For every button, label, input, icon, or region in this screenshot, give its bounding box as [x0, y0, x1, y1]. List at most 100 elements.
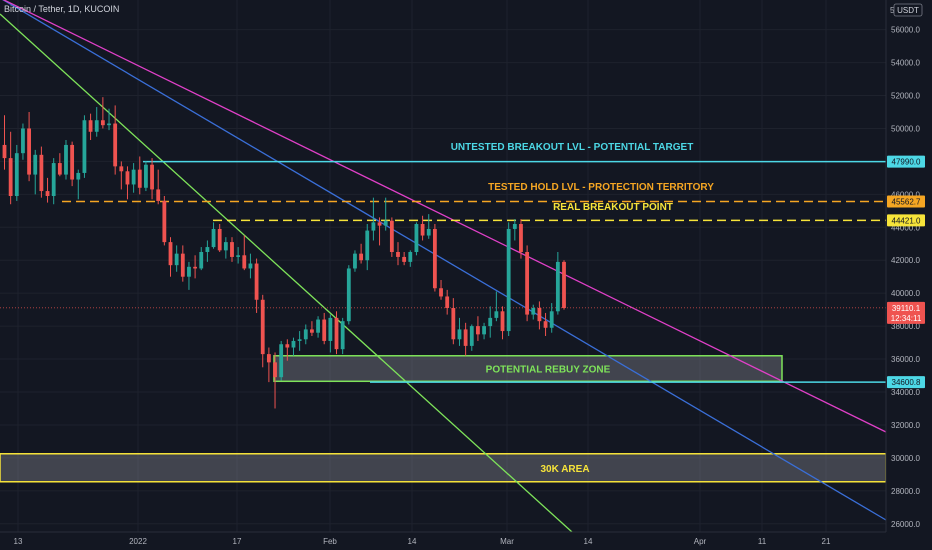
candle-82[interactable]	[506, 222, 511, 336]
candle-64[interactable]	[396, 242, 400, 266]
candle-83[interactable]	[512, 219, 517, 241]
candle-24[interactable]	[150, 158, 154, 200]
candle-25[interactable]	[156, 169, 161, 205]
candle-62[interactable]	[383, 197, 388, 231]
candle-65[interactable]	[402, 252, 407, 266]
candle-57[interactable]	[353, 250, 357, 272]
candle-78[interactable]	[482, 322, 486, 340]
candle-23[interactable]	[144, 161, 148, 192]
candle-43[interactable]	[266, 347, 271, 383]
candle-10[interactable]	[64, 140, 68, 180]
time-axis-background[interactable]	[0, 532, 932, 550]
candle-59[interactable]	[365, 224, 370, 271]
candle-75[interactable]	[463, 322, 468, 356]
candle-47[interactable]	[291, 337, 296, 356]
candle-21[interactable]	[131, 163, 136, 193]
candle-66[interactable]	[408, 250, 413, 267]
candle-18[interactable]	[113, 105, 118, 175]
candle-71[interactable]	[439, 280, 443, 300]
candle-89[interactable]	[549, 303, 554, 333]
candle-91[interactable]	[562, 260, 566, 310]
candle-34[interactable]	[211, 222, 216, 249]
candle-61[interactable]	[377, 217, 382, 246]
candle-1[interactable]	[8, 131, 13, 205]
candle-15[interactable]	[94, 107, 99, 137]
candle-37[interactable]	[230, 237, 234, 262]
candle-46[interactable]	[285, 339, 290, 361]
candle-31[interactable]	[193, 255, 198, 279]
candle-72[interactable]	[445, 289, 450, 315]
candle-70[interactable]	[432, 224, 437, 292]
candle-7[interactable]	[45, 177, 50, 203]
currency-box[interactable]	[893, 3, 923, 17]
candle-0[interactable]	[2, 115, 7, 170]
candle-69[interactable]	[426, 214, 431, 239]
candle-22[interactable]	[137, 156, 142, 195]
candle-54[interactable]	[334, 311, 339, 355]
candle-19[interactable]	[119, 161, 124, 190]
candle-67[interactable]	[414, 222, 419, 256]
candle-9[interactable]	[57, 153, 62, 177]
symbol-title[interactable]: Bitcoin / Tether, 1D, KUCOIN	[4, 4, 120, 14]
candle-35[interactable]	[217, 224, 222, 252]
candle-body	[316, 319, 320, 333]
candle-80[interactable]	[494, 291, 499, 322]
candle-38[interactable]	[236, 247, 241, 264]
candle-16[interactable]	[100, 97, 105, 129]
candle-2[interactable]	[14, 144, 19, 201]
candle-39[interactable]	[242, 235, 247, 271]
candle-8[interactable]	[51, 158, 56, 205]
candle-88[interactable]	[543, 312, 548, 336]
candle-68[interactable]	[420, 215, 425, 241]
candle-73[interactable]	[451, 298, 456, 345]
candle-40[interactable]	[248, 253, 253, 279]
candle-3[interactable]	[21, 123, 25, 160]
candle-41[interactable]	[254, 258, 259, 313]
candle-27[interactable]	[168, 237, 173, 277]
candle-90[interactable]	[555, 252, 560, 315]
candle-60[interactable]	[371, 197, 376, 241]
candle-50[interactable]	[310, 321, 314, 336]
candle-12[interactable]	[76, 169, 81, 200]
candle-28[interactable]	[174, 245, 179, 272]
candle-4[interactable]	[27, 112, 31, 182]
candle-86[interactable]	[531, 304, 536, 320]
candle-63[interactable]	[389, 217, 394, 257]
candle-53[interactable]	[328, 314, 333, 353]
candle-56[interactable]	[346, 265, 351, 325]
candle-17[interactable]	[107, 108, 111, 131]
candle-33[interactable]	[205, 240, 210, 262]
candle-5[interactable]	[33, 149, 38, 195]
candle-74[interactable]	[457, 317, 462, 346]
candle-44[interactable]	[273, 352, 277, 409]
candle-55[interactable]	[340, 317, 345, 355]
candle-14[interactable]	[88, 113, 93, 140]
time-axis[interactable]: 13 2022 17 Feb 14 Mar 14 Apr 11 21	[14, 537, 831, 546]
candle-30[interactable]	[187, 261, 191, 290]
candle-48[interactable]	[297, 331, 302, 351]
candle-87[interactable]	[537, 301, 542, 330]
candles[interactable]	[2, 97, 566, 409]
candle-52[interactable]	[322, 312, 327, 345]
candle-11[interactable]	[70, 141, 75, 187]
candle-58[interactable]	[359, 243, 364, 264]
candle-76[interactable]	[469, 324, 474, 351]
candle-6[interactable]	[39, 146, 44, 198]
candle-26[interactable]	[162, 196, 167, 246]
candle-45[interactable]	[279, 340, 284, 381]
candle-42[interactable]	[260, 294, 265, 368]
candle-36[interactable]	[223, 237, 228, 259]
candle-29[interactable]	[180, 245, 185, 282]
candle-84[interactable]	[519, 219, 523, 259]
price-axis-background[interactable]	[886, 0, 932, 550]
candle-77[interactable]	[476, 316, 480, 341]
candle-85[interactable]	[525, 245, 530, 322]
candle-13[interactable]	[82, 115, 87, 178]
candle-51[interactable]	[316, 316, 320, 338]
candle-32[interactable]	[199, 247, 204, 271]
candle-79[interactable]	[488, 306, 493, 338]
candle-49[interactable]	[303, 324, 308, 345]
candle-81[interactable]	[500, 306, 505, 340]
candle-20[interactable]	[125, 166, 130, 200]
